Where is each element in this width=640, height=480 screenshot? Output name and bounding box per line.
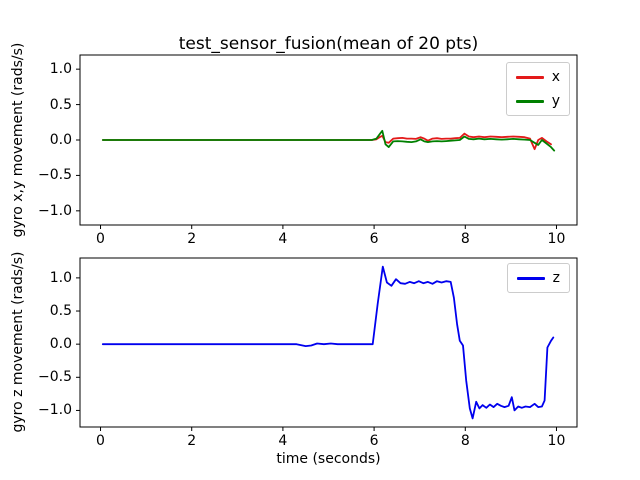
plot-1-x-tick-label: 0 (96, 433, 105, 449)
series-z-line (101, 265, 555, 420)
plot-1-x-tick-label: 8 (460, 433, 470, 449)
legend-label-y: y (551, 93, 560, 109)
plot-1-y-tick-label: 0.5 (49, 303, 72, 320)
series-y-line (101, 129, 556, 152)
plot-0-y-tick-label: 1.0 (49, 61, 72, 78)
plot-1-x-tick-label: 2 (187, 433, 197, 449)
x-axis-label: time (seconds) (276, 451, 381, 467)
plot-0-y-tick-label: 0.0 (49, 132, 72, 148)
legend-label-z: z (552, 270, 560, 286)
legend-item-z: z (516, 269, 560, 287)
plot-0-x-tick-label: 6 (369, 231, 379, 247)
plot-1-y-tick-label: −0.5 (38, 369, 72, 386)
plot-0-x-tick-label: 8 (460, 231, 470, 247)
legend-swatch-z (516, 276, 545, 280)
plot-1-legend: z (506, 263, 570, 293)
top-y-axis-label: gyro x,y movement (rads/s) (10, 42, 26, 238)
plot-0-x-tick-label: 10 (547, 231, 566, 247)
legend-item-y: y (515, 92, 560, 110)
legend-swatch-y (515, 99, 544, 103)
plot-1-y-tick-label: −1.0 (38, 402, 72, 419)
plot-0-y-tick-label: −1.0 (38, 202, 72, 219)
legend-label-x: x (551, 69, 560, 85)
plot-1-frame (79, 257, 578, 428)
chart-title: test_sensor_fusion(mean of 20 pts) (178, 34, 479, 54)
plot-0-y-tick-label: −0.5 (38, 167, 72, 184)
plot-0-x-tick-label: 0 (96, 231, 105, 247)
plot-0-x-tick-label: 4 (278, 231, 288, 247)
bottom-y-axis-label: gyro z movement (rads/s) (10, 251, 26, 433)
plot-1-y-tick-label: 0.0 (49, 336, 72, 353)
plot-1-x-tick-label: 6 (369, 433, 379, 449)
plot-1-y-tick-label: 1.0 (49, 269, 72, 286)
legend-swatch-x (515, 75, 544, 79)
plot-0-y-tick-label: 0.5 (49, 96, 72, 113)
plot-1-x-tick-label: 4 (278, 433, 288, 449)
plot-0-x-tick-label: 2 (187, 231, 197, 247)
legend-item-x: x (515, 68, 560, 86)
plot-1-x-tick-label: 10 (547, 433, 566, 449)
